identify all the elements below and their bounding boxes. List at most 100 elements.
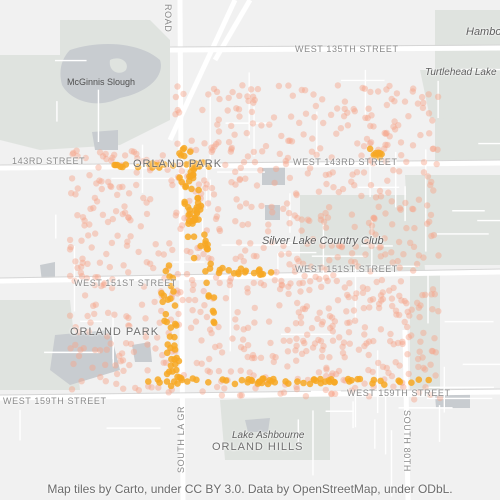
density-dot: [429, 306, 436, 313]
density-dot: [415, 304, 423, 311]
density-dot-high: [294, 378, 301, 385]
density-dot: [234, 309, 241, 316]
label-south-la-grange-road: SOUTH LA GR: [176, 405, 186, 473]
density-dot: [228, 146, 235, 153]
density-dot: [410, 85, 417, 92]
density-dot: [353, 169, 361, 176]
density-dot: [77, 346, 84, 353]
density-dot: [375, 359, 382, 367]
density-dot: [70, 149, 77, 157]
density-dot: [133, 169, 140, 176]
density-dot: [399, 338, 406, 345]
density-dot: [378, 276, 386, 284]
density-dot-high: [346, 378, 353, 385]
density-dot-high: [191, 214, 198, 222]
density-dot: [390, 123, 397, 130]
density-dot: [121, 203, 128, 210]
density-dot: [154, 334, 161, 341]
density-dot: [359, 84, 366, 92]
density-dot: [304, 240, 311, 247]
density-dot: [278, 132, 285, 140]
density-dot: [379, 363, 387, 370]
density-dot: [362, 251, 369, 258]
density-dot: [318, 264, 325, 271]
park-southeast: [410, 270, 440, 390]
density-dot: [296, 119, 303, 127]
density-dot: [84, 260, 91, 267]
density-dot: [66, 236, 74, 244]
density-dot: [300, 337, 307, 345]
density-dot: [114, 232, 121, 239]
density-dot: [367, 88, 374, 96]
density-dot: [396, 168, 403, 175]
density-dot: [298, 216, 305, 223]
density-dot: [383, 101, 391, 109]
density-dot: [381, 129, 388, 137]
density-dot: [109, 154, 116, 161]
density-dot: [75, 352, 83, 360]
density-dot: [382, 158, 389, 165]
density-dot-high: [326, 378, 334, 386]
density-dot: [228, 179, 235, 186]
density-dot: [372, 194, 380, 201]
density-dot: [318, 283, 325, 290]
density-dot: [270, 358, 277, 366]
density-dot: [150, 264, 157, 272]
density-dot: [361, 331, 368, 338]
density-dot: [427, 391, 434, 398]
density-dot: [188, 276, 196, 284]
density-dot: [365, 393, 373, 400]
density-dot: [195, 181, 203, 188]
density-dot: [228, 144, 235, 152]
density-dot: [410, 243, 418, 250]
density-dot: [327, 324, 334, 332]
density-dot: [160, 359, 167, 366]
density-dot: [258, 122, 265, 129]
density-dot: [327, 111, 335, 119]
density-dot-high: [271, 379, 279, 386]
density-dot: [367, 297, 374, 304]
density-dot: [431, 291, 438, 298]
density-dot: [249, 354, 256, 362]
density-dot: [102, 361, 109, 368]
density-dot: [308, 148, 316, 155]
density-dot: [428, 347, 436, 355]
density-dot: [102, 378, 110, 385]
density-dot: [379, 295, 387, 303]
density-dot: [368, 112, 375, 119]
density-dot: [419, 291, 426, 299]
density-dot: [287, 113, 295, 120]
density-dot: [123, 242, 131, 249]
density-dot: [304, 216, 312, 223]
density-dot: [317, 337, 325, 345]
density-dot: [435, 252, 442, 259]
density-dot: [292, 347, 299, 354]
density-dot-high: [165, 262, 173, 269]
density-dot: [192, 318, 200, 325]
density-dot: [216, 95, 223, 103]
density-dot: [361, 324, 369, 331]
density-dot: [334, 254, 341, 261]
density-dot: [351, 294, 359, 302]
density-dot: [113, 370, 121, 378]
density-dot: [331, 390, 339, 397]
density-dot-high: [184, 233, 192, 241]
density-dot-high: [203, 279, 210, 287]
density-dot-high: [167, 324, 175, 331]
density-dot: [98, 178, 105, 185]
density-dot: [108, 284, 116, 292]
water-pond-7: [265, 205, 280, 220]
density-dot: [370, 337, 377, 345]
density-dot: [92, 230, 99, 237]
density-dot: [81, 217, 88, 224]
density-dot: [314, 315, 321, 322]
density-dot: [287, 280, 294, 287]
density-dot: [80, 345, 87, 352]
density-dot: [299, 260, 307, 267]
density-dot: [346, 319, 353, 326]
density-dot: [373, 278, 380, 286]
density-dot: [251, 158, 259, 166]
label-lake-ashbourne: Lake Ashbourne: [232, 430, 305, 441]
